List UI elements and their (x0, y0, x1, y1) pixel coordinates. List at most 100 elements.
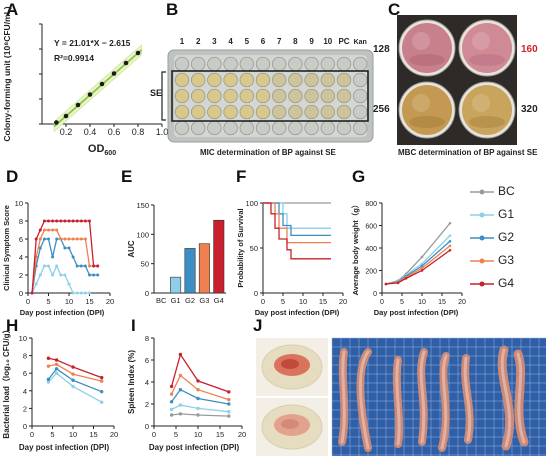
plate-well (288, 72, 303, 88)
plate-well (336, 72, 352, 88)
tissue-lesion-core (281, 419, 299, 429)
panel-label-g: G (352, 167, 366, 186)
panel-label-a: A (6, 0, 19, 19)
panel-g-g2-series-line (385, 240, 451, 285)
plate-column-label: 3 (212, 37, 217, 46)
plate-well (304, 104, 319, 120)
plate-well (191, 72, 206, 88)
panel-d-g4-data-point (59, 219, 63, 223)
panel-d-g2-data-point (88, 273, 91, 277)
panel-d-g4-data-point (71, 219, 75, 223)
panel-h-g4-data-point (46, 356, 51, 360)
panel-d-y-tick-label: 4 (19, 253, 23, 262)
panel-label-j: J (253, 316, 263, 335)
plate-well (255, 72, 271, 88)
panel-d-g3-data-point (59, 237, 63, 241)
panel-d-y-axis-label: Clinical Symptom Score (2, 205, 11, 291)
panel-a-data-point (111, 71, 117, 76)
panel-label-c: C (388, 0, 401, 19)
panel-h-g1-data-point (54, 371, 59, 375)
panel-d-g1-data-point (79, 291, 83, 295)
panel-h-g3-data-point (71, 372, 75, 376)
panel-h-x-tick-label: 5 (50, 430, 54, 439)
panel-h-g2-data-point (54, 367, 59, 371)
panel-d-g4-data-point (30, 291, 34, 295)
plate-well (320, 88, 335, 104)
legend-label-g3: G3 (498, 253, 515, 267)
panel-i-x-tick-label: 5 (174, 430, 178, 439)
panel-h-y-tick-label: 2 (23, 404, 27, 413)
panel-g-x-tick-label: 20 (458, 299, 466, 306)
mbc-label-160: 160 (521, 44, 538, 55)
plate-well (288, 88, 303, 104)
mbc-label-256: 256 (373, 104, 390, 115)
agar-plate-glare (412, 32, 430, 50)
survival-chart: 0 5 10 15 20 0 50 100 Day post infection (DPI) Pr… (236, 199, 347, 317)
legend-swatch-g1 (470, 212, 494, 218)
plate-well (336, 88, 352, 104)
panel-d-g4-data-point (79, 219, 83, 223)
intestine-highlight (419, 350, 426, 444)
plate-well (304, 72, 319, 88)
panel-d-g3-data-point (47, 228, 50, 232)
panel-h-g1-data-point (100, 400, 104, 404)
panel-h-x-axis-label: Day post infection (DPI) (19, 443, 110, 452)
panel-i-g1-series-line (171, 404, 229, 413)
panel-f-g2-curve (263, 202, 331, 237)
panel-h-g1-series-line (47, 372, 103, 403)
panel-f-x-tick-label: 20 (339, 297, 347, 306)
intestine-highlight (440, 354, 448, 450)
intestine-highlight (395, 358, 401, 446)
panel-d-g2-data-point (71, 255, 75, 259)
panel-d-g4-data-point (42, 219, 46, 223)
plate-column-label: 9 (309, 37, 314, 46)
panel-f-x-axis-label: Day post infection (DPI) (255, 308, 340, 317)
panel-d-g2-data-point (96, 273, 100, 277)
legend-swatch-g4 (470, 281, 494, 287)
panel-f-g1-curve (263, 202, 331, 229)
panel-h-g4-series-line (48, 357, 102, 379)
panel-i-y-axis-label: Spleen Index (%) (127, 350, 136, 414)
panel-g-g4-data-point (384, 282, 388, 286)
panel-d-x-tick-label: 20 (106, 297, 114, 306)
plate-well (320, 56, 335, 72)
panel-e-bar-g1 (170, 276, 182, 294)
spleen-index-chart: 0 5 10 15 20 0 2 4 6 8 Day post infection (DPI) Spl… (127, 334, 246, 452)
panel-d-g4-data-point (75, 219, 79, 223)
plate-well (207, 88, 222, 104)
mic-caption: MIC determination of BP against SE (200, 148, 336, 157)
intestine-highlight (340, 350, 346, 444)
standard-curve-chart: 0.2 0.4 0.6 0.8 1.0 Colony-forming unit (10⁸C… (2, 6, 168, 157)
panel-d-g2-data-point (75, 264, 79, 268)
panel-label-e: E (121, 167, 133, 186)
panel-e-y-axis-label: AUC (127, 240, 136, 258)
plate-top (174, 55, 367, 137)
panel-d-x-tick-label: 10 (65, 297, 73, 306)
panel-a-data-point (99, 81, 105, 87)
tissue-photos (256, 337, 546, 456)
panel-d-g2-data-point (79, 264, 83, 268)
panel-h-g2-data-point (46, 377, 51, 382)
panel-d-g4-data-point (88, 219, 91, 223)
panel-g-y-tick-label: 600 (365, 224, 377, 231)
panel-i-x-tick-label: 15 (216, 430, 224, 439)
panel-label-d: D (6, 167, 19, 186)
panel-e-x-tick-label: G3 (199, 296, 209, 305)
panel-f-x-tick-label: 5 (281, 297, 285, 306)
panel-g-g2-data-point (420, 264, 424, 268)
plate-well (223, 88, 238, 104)
panel-d-g1-data-point (59, 273, 63, 277)
panel-h-g3-data-point (100, 379, 104, 383)
panel-g-y-tick-label: 800 (365, 201, 377, 208)
panel-f-y-axis-label: Probability of Survival (236, 208, 245, 287)
plate-well (174, 120, 190, 136)
agar-plate-shadow (469, 54, 505, 66)
panel-i-g3-data-point (196, 388, 200, 392)
panel-h-y-tick-label: 4 (23, 387, 27, 396)
plate-well (174, 56, 190, 72)
plate-well (239, 88, 254, 104)
plate-well (239, 104, 254, 120)
panel-h-x-tick-label: 0 (30, 430, 34, 439)
panel-d-g2-data-point (51, 255, 55, 259)
panel-h-g3-series-line (48, 363, 102, 382)
